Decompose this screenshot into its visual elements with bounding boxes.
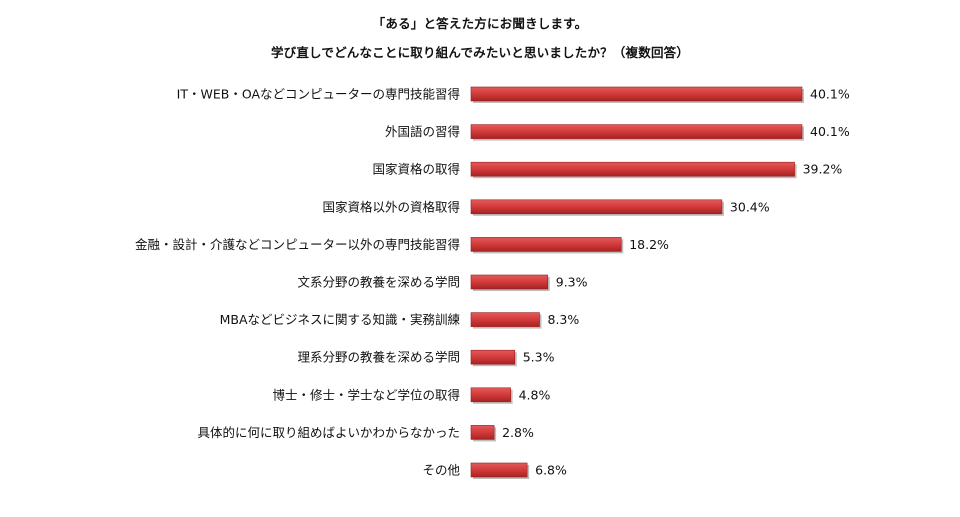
value-label: 39.2%: [803, 162, 843, 177]
value-label: 4.8%: [519, 387, 551, 402]
category-label: 理系分野の教養を深める学問: [297, 350, 460, 365]
value-label: 40.1%: [810, 87, 850, 102]
category-label: 具体的に何に取り組めばよいかわからなかった: [197, 425, 460, 440]
bar: [470, 237, 622, 252]
bar: [470, 161, 795, 177]
chart-title: 「ある」と答えた方にお聞きします。: [372, 16, 588, 31]
category-label: 国家資格以外の資格取得: [322, 199, 460, 214]
bar: [470, 124, 803, 139]
category-label: IT・WEB・OAなどコンピューターの専門技能習得: [177, 87, 460, 102]
value-label: 9.3%: [556, 275, 588, 290]
category-label: 博士・修士・学士など学位の取得: [272, 387, 460, 402]
bar: [470, 274, 549, 290]
category-label: 外国語の習得: [385, 124, 460, 139]
value-label: 2.8%: [502, 425, 534, 440]
value-label: 40.1%: [810, 124, 850, 139]
category-label: 金融・設計・介護などコンピューター以外の専門技能習得: [135, 237, 460, 252]
value-label: 6.8%: [535, 463, 567, 478]
bar: [470, 199, 723, 215]
value-label: 8.3%: [548, 312, 580, 327]
bar: [470, 425, 495, 440]
bar: [470, 349, 516, 365]
bar: [470, 312, 540, 327]
category-label: 国家資格の取得: [372, 162, 460, 177]
value-label: 30.4%: [730, 199, 770, 214]
bar: [470, 387, 511, 403]
value-label: 5.3%: [523, 350, 555, 365]
bar: [470, 462, 528, 478]
chart-subtitle: 学び直しでどんなことに取り組んでみたいと思いましたか？（複数回答）: [270, 45, 690, 60]
bar: [470, 86, 803, 102]
value-label: 18.2%: [629, 237, 669, 252]
category-label: MBAなどビジネスに関する知識・実務訓練: [220, 312, 461, 327]
category-label: 文系分野の教養を深める学問: [297, 275, 460, 290]
category-label: その他: [422, 463, 460, 478]
